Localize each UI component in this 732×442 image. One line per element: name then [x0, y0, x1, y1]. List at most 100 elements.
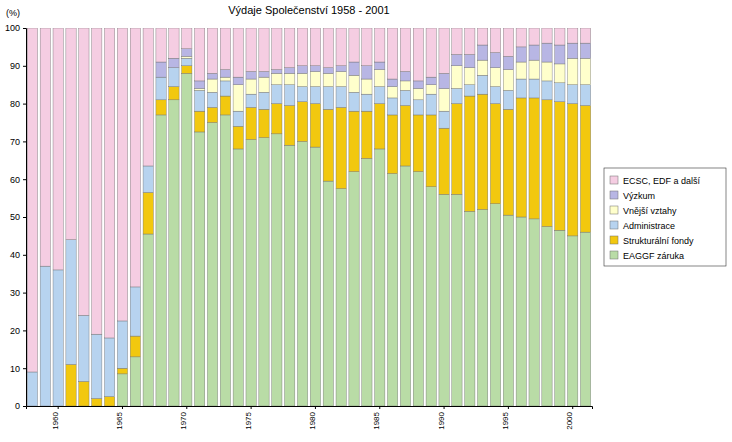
- bar-segment: [426, 77, 436, 85]
- bar-segment: [529, 45, 539, 60]
- tick-mark: [251, 406, 252, 409]
- bar-segment: [40, 28, 50, 266]
- bar-segment: [169, 87, 179, 100]
- tick-mark: [23, 217, 26, 218]
- bar-segment: [285, 68, 295, 74]
- tick: 70: [10, 137, 26, 147]
- bar-segment: [285, 73, 295, 84]
- bar-segment: [323, 181, 333, 406]
- bar-segment: [349, 75, 359, 92]
- bar-segment: [143, 28, 153, 166]
- tick-label: 80: [10, 99, 20, 109]
- bar-segment: [272, 73, 282, 84]
- tick-label: 1985: [372, 411, 381, 429]
- bar-segment: [555, 64, 565, 83]
- bar-segment: [259, 28, 269, 71]
- y-axis: 0102030405060708090100: [5, 23, 27, 411]
- tick-label: 30: [10, 288, 20, 298]
- tick-label: 0: [15, 401, 20, 411]
- tick-label: 1990: [437, 411, 446, 429]
- bar-segment: [426, 115, 436, 187]
- bar-segment: [580, 28, 590, 43]
- bar-segment: [580, 105, 590, 232]
- bar-segment: [310, 66, 320, 72]
- bar-segment: [220, 81, 230, 96]
- bar-segment: [542, 28, 552, 43]
- bar-segment: [362, 94, 372, 111]
- bar-segment: [169, 28, 179, 58]
- bar-segment: [272, 28, 282, 70]
- bar-segment: [182, 49, 192, 57]
- bar-segment: [220, 28, 230, 70]
- bar-segment: [285, 145, 295, 406]
- bar-segment: [362, 79, 372, 94]
- tick-mark: [23, 104, 26, 105]
- bar-segment: [79, 381, 89, 406]
- bar-segment: [207, 107, 217, 122]
- bar-segment: [516, 79, 526, 98]
- bar-segment: [503, 215, 513, 406]
- bar-segment: [323, 109, 333, 181]
- bar-segment: [465, 211, 475, 406]
- tick-label: 1965: [115, 411, 124, 429]
- bar-segment: [452, 194, 462, 406]
- legend-swatch: [610, 191, 618, 199]
- bar-segment: [220, 96, 230, 115]
- bar-segment: [117, 368, 127, 374]
- tick-mark: [186, 406, 187, 409]
- bar-segment: [207, 79, 217, 92]
- bar-segment: [272, 134, 282, 406]
- bar-segment: [156, 28, 166, 62]
- bar-segment: [568, 43, 578, 58]
- bar-segment: [66, 240, 76, 365]
- bar-segment: [568, 236, 578, 406]
- bar-segment: [439, 88, 449, 111]
- bar-segment: [516, 28, 526, 47]
- bar-segment: [156, 62, 166, 77]
- bar-segment: [503, 28, 513, 56]
- tick-label: 1995: [501, 411, 510, 429]
- bar-segment: [580, 232, 590, 406]
- bar-segment: [182, 73, 192, 406]
- bar-segment: [310, 87, 320, 104]
- tick: 1980: [308, 406, 317, 430]
- tick-label: 50: [10, 212, 20, 222]
- bar-segment: [413, 81, 423, 89]
- bar-segment: [387, 87, 397, 98]
- bar-segment: [490, 87, 500, 104]
- tick: 60: [10, 175, 26, 185]
- tick: 100: [5, 23, 26, 33]
- bar-segment: [195, 132, 205, 406]
- bar-segment: [465, 85, 475, 96]
- bar-segment: [297, 66, 307, 74]
- bar-segment: [452, 54, 462, 65]
- bar-segment: [285, 28, 295, 68]
- tick-label: 60: [10, 175, 20, 185]
- bar-segment: [259, 71, 269, 77]
- bar-segment: [92, 28, 102, 334]
- bar-segment: [568, 104, 578, 236]
- bar-segment: [542, 226, 552, 406]
- bar-segment: [259, 92, 269, 109]
- bar-segment: [413, 115, 423, 172]
- tick-mark: [23, 293, 26, 294]
- bar-segment: [362, 111, 372, 158]
- bar-segment: [400, 81, 410, 90]
- bar-segment: [413, 100, 423, 115]
- bar-segment: [349, 92, 359, 111]
- bar-segment: [323, 87, 333, 110]
- bar-segment: [117, 321, 127, 368]
- tick-mark: [23, 179, 26, 180]
- bar-segment: [297, 102, 307, 142]
- bar-segment: [439, 73, 449, 88]
- legend-label: Výzkum: [623, 191, 655, 201]
- tick: 10: [10, 364, 26, 374]
- bar-segment: [387, 98, 397, 115]
- bar-segment: [478, 60, 488, 75]
- bar-segment: [233, 28, 243, 77]
- bar-segment: [349, 111, 359, 171]
- chart: 0102030405060708090100196019651970197519…: [0, 0, 732, 442]
- legend-swatch: [610, 236, 618, 244]
- bar-segment: [104, 338, 114, 397]
- tick-mark: [23, 141, 26, 142]
